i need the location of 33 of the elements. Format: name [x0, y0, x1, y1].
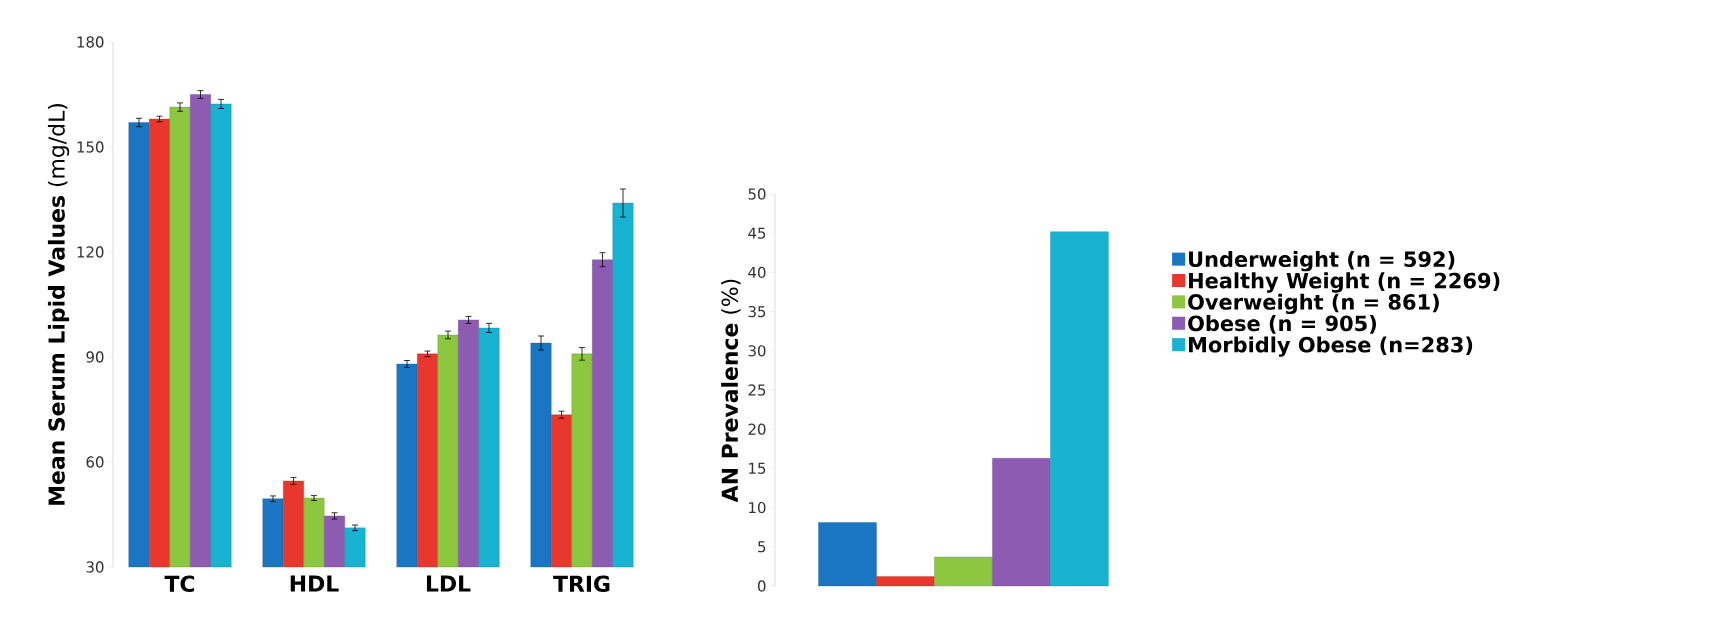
x-tick-label: TC: [164, 575, 195, 593]
y-tick-label: 90: [86, 351, 104, 363]
x-tick-label: LDL: [426, 575, 471, 592]
y-axis-title: AN Prevalence (%): [721, 279, 741, 503]
bar: [992, 458, 1051, 587]
bar: [818, 522, 877, 587]
legend-label: Overweight (n = 861): [1188, 293, 1439, 315]
y-tick-label: 20: [748, 423, 766, 435]
y-tick-label: 50: [748, 188, 766, 200]
y-axis-title: Mean Serum Lipid Values (mg/dL): [47, 104, 70, 505]
bar: [1050, 231, 1109, 587]
y-tick-label: 5: [758, 541, 766, 553]
bar: [876, 576, 935, 587]
y-tick-label: 150: [77, 141, 104, 153]
y-tick-label: 30: [748, 345, 766, 357]
legend-label: Underweight (n = 592): [1189, 250, 1455, 272]
x-tick-label: HDL: [290, 575, 339, 592]
legend-label: Morbidly Obese (n=283): [1189, 336, 1473, 357]
y-tick-label: 15: [749, 462, 766, 474]
y-tick-label: 0: [757, 580, 766, 592]
y-tick-label: 120: [77, 246, 104, 258]
y-tick-label: 60: [86, 456, 104, 468]
x-tick-label: TRIG: [553, 575, 610, 593]
y-tick-label: 45: [748, 227, 766, 239]
y-tick-label: 35: [748, 305, 766, 318]
y-tick-label: 30: [86, 561, 104, 573]
y-tick-label: 10: [749, 501, 766, 514]
legend-label: Healthy Weight (n = 2269): [1189, 272, 1500, 293]
legend-label: Obese (n = 905): [1188, 315, 1376, 334]
y-tick-label: 180: [77, 36, 104, 48]
y-tick-label: 40: [748, 266, 766, 279]
bar: [934, 556, 993, 587]
y-tick-label: 25: [748, 384, 766, 396]
